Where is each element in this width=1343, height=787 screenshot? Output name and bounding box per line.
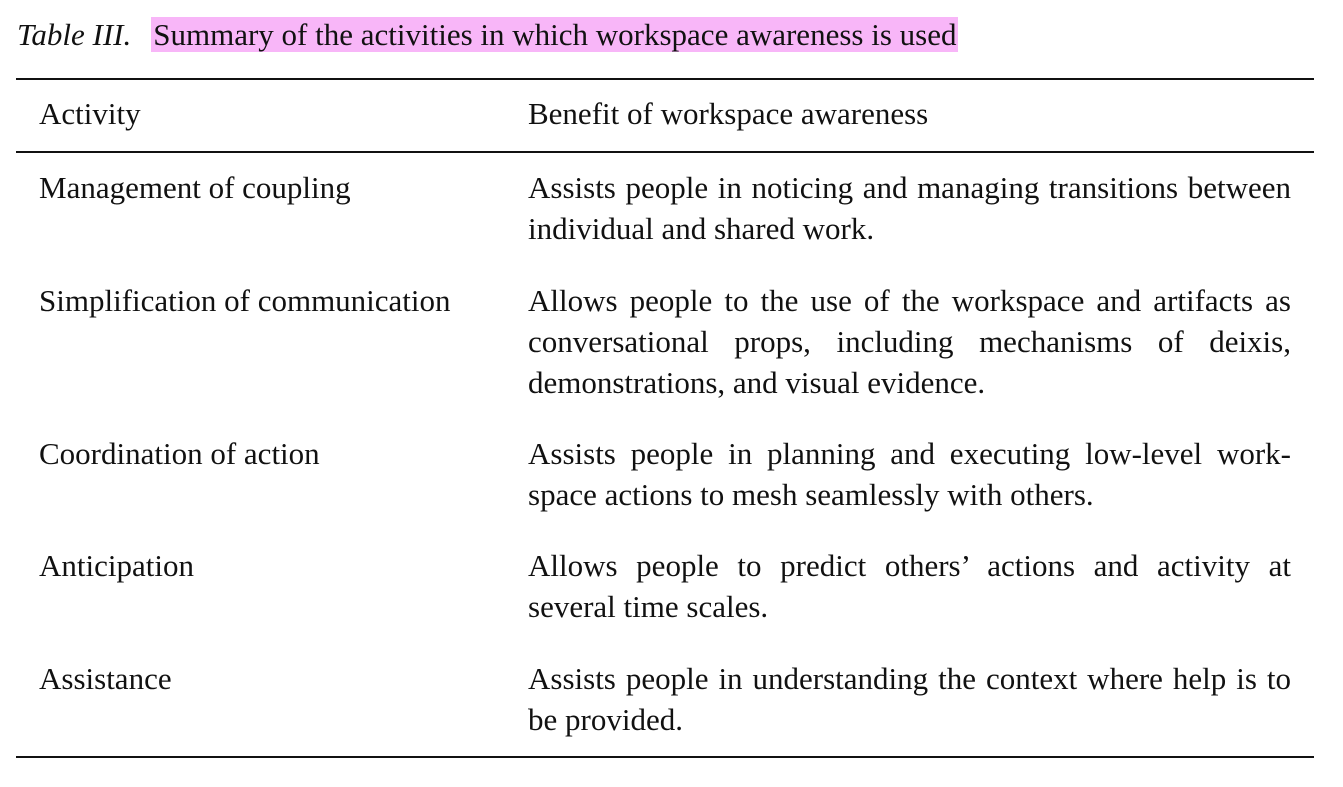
- activity-cell: Anticipation: [39, 548, 194, 583]
- benefit-cell: Assists people in planning and executing…: [528, 436, 1291, 512]
- table-caption: Table III. Summary of the activities in w…: [17, 14, 959, 56]
- column-header-benefit: Benefit of workspace awareness: [528, 96, 929, 131]
- activity-cell: Simplification of communication: [39, 283, 451, 318]
- benefit-cell: Allows people to predict others’ actions…: [528, 548, 1291, 624]
- benefit-cell: Allows people to the use of the workspac…: [528, 283, 1291, 400]
- caption-text-highlighted[interactable]: Summary of the activities in which works…: [151, 17, 959, 52]
- table-number: Table III.: [17, 17, 132, 52]
- header-rule: [16, 151, 1314, 153]
- activity-cell: Management of coupling: [39, 170, 351, 205]
- activity-cell: Assistance: [39, 661, 172, 696]
- activity-cell: Coordination of action: [39, 436, 320, 471]
- column-header-activity: Activity: [39, 96, 141, 131]
- bottom-rule: [16, 756, 1314, 758]
- benefit-cell: Assists people in noticing and managing …: [528, 170, 1291, 246]
- top-rule: [16, 78, 1314, 80]
- benefit-cell: Assists people in understanding the cont…: [528, 661, 1291, 737]
